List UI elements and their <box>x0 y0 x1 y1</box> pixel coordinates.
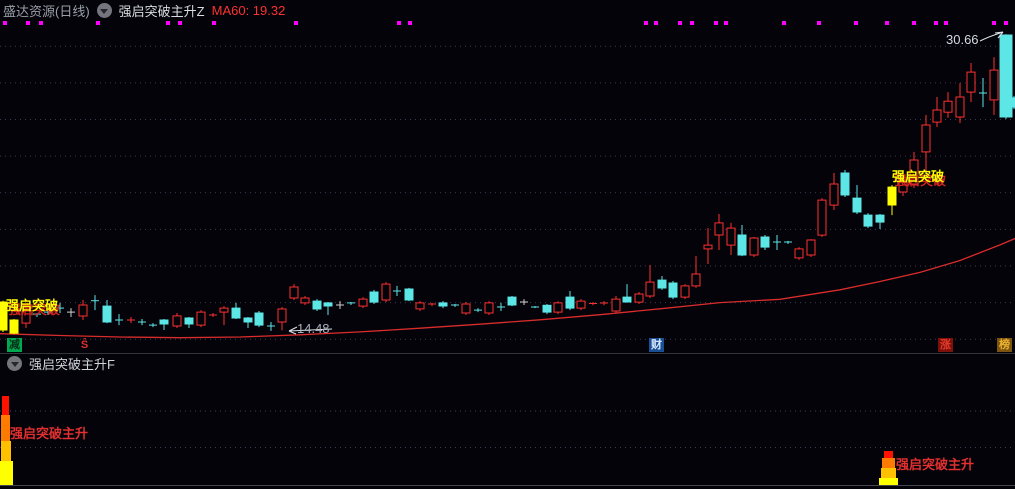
event-marker-exright[interactable]: Ŝ <box>80 339 89 351</box>
event-marker-rank[interactable]: 榜 <box>997 338 1012 352</box>
sub-indicator-name: 强启突破主升F <box>29 357 115 372</box>
main-candlestick-chart[interactable] <box>0 20 1015 353</box>
sub-panel-header: 强启突破主升F <box>0 353 1015 373</box>
chevron-down-icon[interactable] <box>7 356 22 371</box>
right-flame-bar <box>884 451 893 458</box>
indicator-name: 强启突破主升Z <box>118 3 205 19</box>
right-flame-bar <box>879 478 898 485</box>
right-flame-bar <box>881 468 896 478</box>
event-marker-finance[interactable]: 财 <box>649 338 664 352</box>
left-flame-bar <box>1 441 11 461</box>
ma-value-label: MA60: 19.32 <box>211 2 286 18</box>
left-flame-bar <box>0 461 13 485</box>
stock-title: 盛达资源(日线) <box>3 3 90 19</box>
chevron-down-icon[interactable] <box>96 2 112 18</box>
left-flame-bar <box>1 415 10 441</box>
event-marker-rise[interactable]: 涨 <box>938 338 953 352</box>
event-marker-reduce[interactable]: 减 <box>7 338 22 352</box>
right-flame-bar <box>882 458 895 468</box>
sub-indicator-chart[interactable] <box>0 374 1015 485</box>
left-flame-bar <box>2 396 9 415</box>
panel-divider <box>0 485 1015 486</box>
chart-header: 盛达资源(日线) 强启突破主升Z MA60: 19.32 <box>0 0 285 20</box>
